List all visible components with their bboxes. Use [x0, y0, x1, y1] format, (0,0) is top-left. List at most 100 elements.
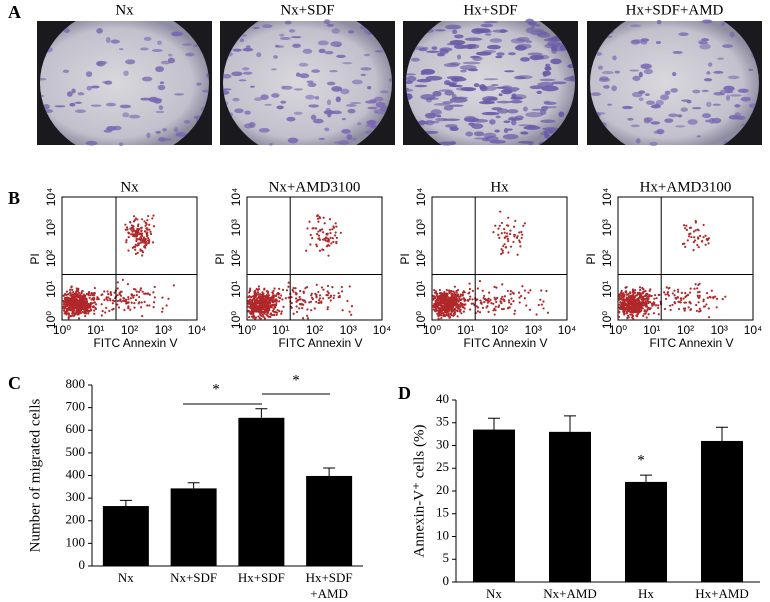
- event-dot: [161, 296, 164, 299]
- cell: [365, 124, 375, 127]
- event-dot: [328, 244, 331, 247]
- event-dot: [127, 306, 130, 309]
- event-dot: [451, 300, 454, 304]
- micrograph: [403, 18, 578, 147]
- event-dot: [141, 218, 144, 221]
- event-dot: [66, 307, 69, 311]
- cell: [325, 107, 331, 114]
- event-dot: [693, 287, 696, 290]
- event-dot: [62, 299, 65, 303]
- event-dot: [310, 292, 313, 295]
- cell: [157, 137, 167, 142]
- cell: [540, 132, 549, 136]
- x-tick-label: Hx+AMD: [695, 586, 749, 601]
- cell: [432, 90, 442, 97]
- event-dot: [330, 242, 333, 245]
- cell: [653, 130, 662, 134]
- event-dot: [471, 289, 474, 292]
- event-dot: [434, 291, 437, 294]
- event-dot: [644, 305, 648, 308]
- event-dot: [509, 290, 512, 293]
- event-dot: [643, 309, 646, 312]
- cell: [196, 82, 202, 86]
- event-dot: [694, 283, 697, 286]
- y-tick-label: 20: [436, 482, 449, 497]
- event-dot: [527, 291, 530, 294]
- event-dot: [285, 289, 289, 292]
- cell: [162, 128, 167, 132]
- event-dot: [105, 297, 108, 300]
- cell: [328, 70, 339, 73]
- cell: [341, 117, 346, 121]
- event-dot: [109, 291, 112, 294]
- event-dot: [712, 296, 715, 300]
- cell: [489, 38, 503, 43]
- event-dot: [683, 309, 686, 312]
- event-dot: [471, 298, 474, 301]
- event-dot: [334, 222, 337, 225]
- event-dot: [512, 225, 516, 228]
- cell: [317, 40, 329, 46]
- event-dot: [318, 294, 322, 297]
- event-dot: [72, 299, 75, 303]
- cell: [368, 119, 375, 124]
- event-dot: [445, 289, 448, 292]
- cell: [705, 119, 711, 123]
- cell: [334, 141, 340, 144]
- cell: [470, 55, 480, 59]
- event-dot: [252, 302, 255, 305]
- event-dot: [256, 305, 259, 308]
- event-dot: [90, 298, 94, 301]
- event-dot: [311, 297, 314, 301]
- event-dot: [141, 241, 145, 244]
- event-dot: [264, 306, 267, 309]
- event-dot: [258, 311, 261, 314]
- cell: [242, 47, 254, 52]
- event-dot: [678, 300, 681, 304]
- cell: [118, 142, 124, 147]
- event-dot: [88, 306, 92, 309]
- event-dot: [437, 314, 440, 317]
- event-dot: [68, 288, 72, 291]
- cell: [506, 109, 519, 114]
- event-dot: [432, 306, 436, 309]
- event-dot: [617, 310, 621, 313]
- cell: [74, 109, 86, 114]
- event-dot: [537, 303, 540, 307]
- event-dot: [629, 302, 633, 306]
- event-dot: [695, 303, 698, 307]
- event-dot: [515, 236, 519, 239]
- cell: [708, 117, 716, 124]
- event-dot: [100, 314, 103, 317]
- event-dot: [292, 287, 295, 290]
- event-dot: [318, 297, 322, 300]
- cell: [157, 84, 166, 91]
- event-dot: [66, 299, 69, 302]
- event-dot: [140, 237, 143, 240]
- cell: [238, 79, 247, 82]
- event-dot: [308, 220, 311, 223]
- cell: [545, 63, 551, 67]
- event-dot: [503, 236, 506, 240]
- cell: [119, 104, 132, 109]
- event-dot: [82, 297, 85, 300]
- cell: [496, 86, 510, 89]
- cell: [373, 109, 378, 114]
- cell: [244, 110, 251, 115]
- cell: [287, 137, 299, 144]
- event-dot: [265, 298, 268, 301]
- event-dot: [462, 305, 465, 309]
- cell: [90, 85, 100, 89]
- cell: [118, 48, 124, 51]
- cell: [475, 51, 492, 56]
- event-dot: [306, 317, 310, 320]
- event-dot: [118, 299, 121, 302]
- event-dot: [627, 309, 630, 313]
- cell: [638, 71, 643, 78]
- event-dot: [83, 310, 87, 313]
- event-dot: [458, 299, 461, 302]
- event-dot: [445, 298, 449, 302]
- event-dot: [332, 240, 335, 243]
- event-dot: [276, 291, 280, 295]
- event-dot: [545, 289, 548, 293]
